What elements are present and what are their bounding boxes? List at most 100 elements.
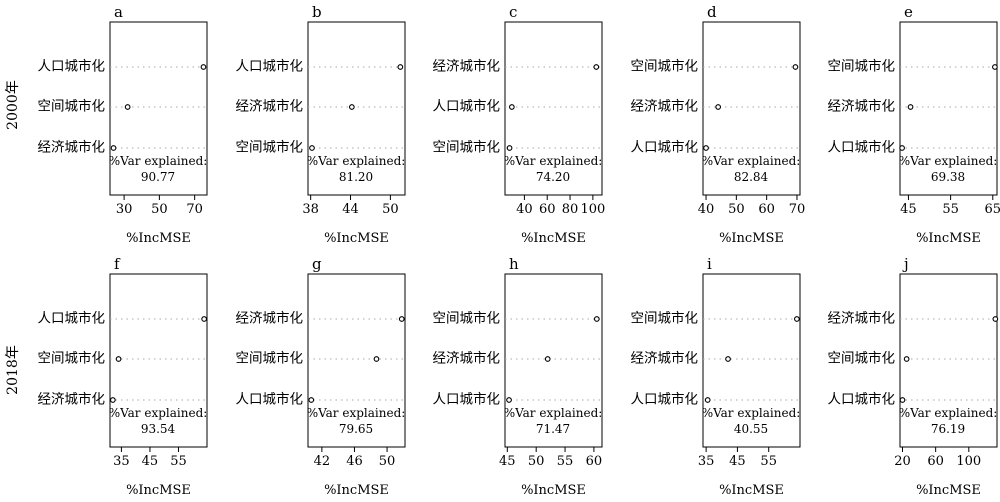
x-tick-label: 50 xyxy=(528,454,545,469)
data-point xyxy=(992,316,999,322)
x-tick-label: 55 xyxy=(557,454,574,469)
x-tick-label: 65 xyxy=(985,202,1000,217)
panel-letter: j xyxy=(902,255,909,273)
data-point xyxy=(899,397,906,403)
x-tick-label: 60 xyxy=(927,454,944,469)
var-explained-value: 74.20 xyxy=(536,170,570,184)
x-tick-label: 60 xyxy=(758,202,775,217)
category-label: 经济城市化 xyxy=(631,350,699,367)
category-label: 空间城市化 xyxy=(828,58,896,75)
data-point xyxy=(200,64,207,70)
x-tick-label: 50 xyxy=(379,454,396,469)
category-label: 经济城市化 xyxy=(38,139,106,156)
plot-frame xyxy=(702,21,801,196)
data-point xyxy=(899,145,905,151)
x-tick-label: 45 xyxy=(900,202,917,217)
plot-frame xyxy=(504,21,603,196)
panel-letter: c xyxy=(509,3,517,21)
category-label: 人口城市化 xyxy=(236,391,304,408)
var-explained-value: 79.65 xyxy=(339,422,373,436)
x-tick-label: 30 xyxy=(116,202,133,217)
x-axis-label: %IncMSE xyxy=(719,231,784,246)
category-label: 人口城市化 xyxy=(828,139,896,156)
x-tick-label: 50 xyxy=(728,202,745,217)
category-label: 经济城市化 xyxy=(236,310,304,327)
data-point xyxy=(903,356,910,362)
category-label: 空间城市化 xyxy=(433,310,501,327)
category-label: 空间城市化 xyxy=(38,98,106,115)
category-label: 经济城市化 xyxy=(38,391,106,408)
plot-frame xyxy=(899,21,998,196)
data-point xyxy=(309,145,315,151)
panel-letter: h xyxy=(509,255,519,273)
x-axis-label: %IncMSE xyxy=(521,231,586,246)
category-label: 经济城市化 xyxy=(433,58,501,75)
category-label: 空间城市化 xyxy=(631,310,699,327)
category-label: 人口城市化 xyxy=(38,310,106,327)
panel-letter: e xyxy=(904,3,913,21)
var-explained-label: %Var explained: xyxy=(307,406,406,420)
x-tick-label: 45 xyxy=(729,454,746,469)
data-point xyxy=(508,104,515,110)
row-label-2018: 2018年 xyxy=(5,345,21,395)
data-point xyxy=(506,145,513,151)
x-tick-label: 45 xyxy=(142,454,159,469)
var-explained-label: %Var explained: xyxy=(899,154,998,168)
data-point xyxy=(115,356,122,362)
category-label: 人口城市化 xyxy=(38,58,106,75)
plot-frame xyxy=(899,273,998,448)
x-tick-label: 50 xyxy=(382,202,399,217)
var-explained-value: 81.20 xyxy=(339,170,373,184)
var-explained-label: %Var explained: xyxy=(899,406,998,420)
x-tick-label: 35 xyxy=(698,454,715,469)
var-explained-label: %Var explained: xyxy=(307,154,406,168)
category-label: 人口城市化 xyxy=(631,139,699,156)
plot-frame xyxy=(109,21,208,196)
category-label: 空间城市化 xyxy=(433,139,501,156)
x-axis-label: %IncMSE xyxy=(126,483,191,498)
category-label: 经济城市化 xyxy=(236,98,304,115)
x-tick-label: 38 xyxy=(302,202,319,217)
data-point xyxy=(725,356,731,362)
plot-frame xyxy=(702,273,801,448)
x-tick-label: 40 xyxy=(698,202,715,217)
var-explained-label: %Var explained: xyxy=(504,406,603,420)
data-point xyxy=(794,316,800,322)
var-explained-label: %Var explained: xyxy=(109,406,208,420)
data-point xyxy=(703,145,709,151)
category-label: 经济城市化 xyxy=(828,310,896,327)
data-point xyxy=(704,397,711,403)
x-tick-label: 50 xyxy=(151,202,168,217)
data-point xyxy=(348,104,355,110)
x-tick-label: 55 xyxy=(170,454,187,469)
x-tick-label: 70 xyxy=(186,202,203,217)
panel-letter: i xyxy=(707,255,712,273)
var-explained-value: 93.54 xyxy=(141,422,176,436)
x-tick-label: 55 xyxy=(760,454,777,469)
var-explained-value: 76.19 xyxy=(931,422,965,436)
var-explained-label: %Var explained: xyxy=(109,154,208,168)
data-point xyxy=(201,316,207,322)
data-point xyxy=(907,104,914,110)
category-label: 空间城市化 xyxy=(38,350,106,367)
category-label: 经济城市化 xyxy=(631,98,699,115)
data-point xyxy=(715,104,722,110)
x-tick-label: 46 xyxy=(346,454,363,469)
category-label: 人口城市化 xyxy=(433,98,501,115)
data-point xyxy=(593,64,600,70)
var-explained-value: 69.38 xyxy=(931,170,965,184)
panel-letter: g xyxy=(312,255,322,273)
x-tick-label: 60 xyxy=(586,454,603,469)
data-point xyxy=(992,64,998,70)
data-point xyxy=(506,397,512,403)
plot-frame xyxy=(307,273,406,448)
row-label-2000: 2000年 xyxy=(5,80,21,130)
plot-frame xyxy=(307,21,406,196)
